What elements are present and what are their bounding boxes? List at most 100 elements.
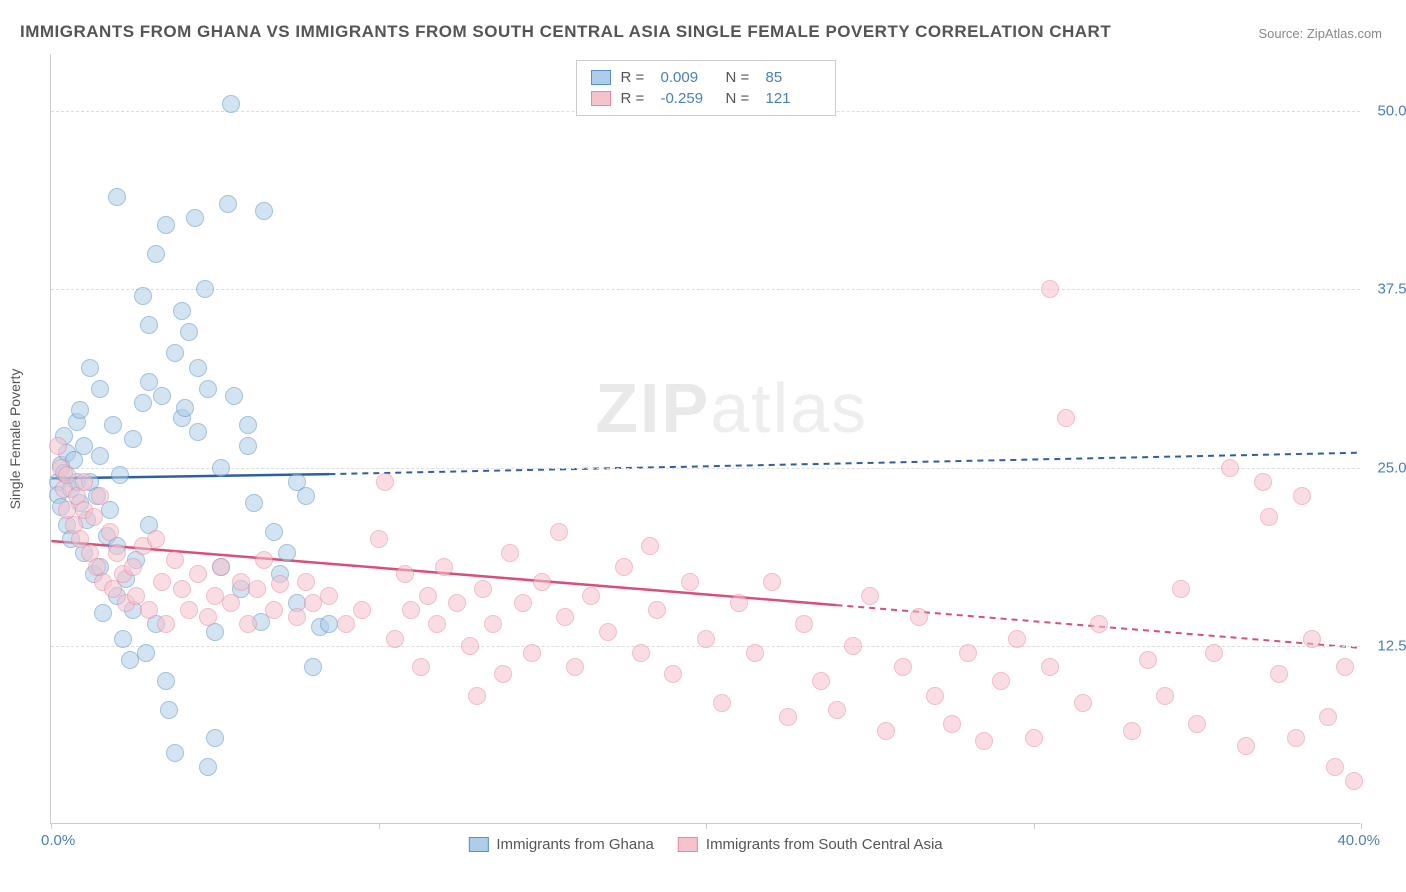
data-point (75, 437, 93, 455)
data-point (523, 644, 541, 662)
data-point (206, 587, 224, 605)
data-point (484, 615, 502, 633)
data-point (255, 551, 273, 569)
data-point (533, 573, 551, 591)
y-tick-label: 12.5% (1370, 637, 1406, 654)
x-tick (706, 823, 707, 829)
data-point (49, 437, 67, 455)
y-tick-label: 50.0% (1370, 103, 1406, 120)
data-point (550, 523, 568, 541)
series-name: Immigrants from Ghana (496, 836, 654, 853)
data-point (239, 615, 257, 633)
data-point (959, 644, 977, 662)
data-point (271, 575, 289, 593)
data-point (746, 644, 764, 662)
n-value: 85 (766, 69, 821, 86)
data-point (212, 558, 230, 576)
data-point (1287, 729, 1305, 747)
data-point (1326, 758, 1344, 776)
data-point (812, 672, 830, 690)
data-point (582, 587, 600, 605)
data-point (1270, 665, 1288, 683)
legend-item: Immigrants from South Central Asia (678, 836, 943, 853)
r-value: -0.259 (661, 90, 716, 107)
data-point (402, 601, 420, 619)
legend-swatch (468, 837, 488, 852)
y-axis-label: Single Female Poverty (7, 368, 23, 509)
data-point (926, 687, 944, 705)
data-point (239, 416, 257, 434)
data-point (121, 651, 139, 669)
data-point (91, 380, 109, 398)
data-point (1205, 644, 1223, 662)
data-point (180, 323, 198, 341)
data-point (75, 473, 93, 491)
n-value: 121 (766, 90, 821, 107)
data-point (124, 430, 142, 448)
data-point (127, 587, 145, 605)
data-point (713, 694, 731, 712)
grid-line (51, 468, 1360, 469)
data-point (189, 359, 207, 377)
data-point (353, 601, 371, 619)
data-point (81, 359, 99, 377)
data-point (147, 245, 165, 263)
data-point (992, 672, 1010, 690)
data-point (795, 615, 813, 633)
data-point (297, 487, 315, 505)
chart-title: IMMIGRANTS FROM GHANA VS IMMIGRANTS FROM… (20, 22, 1111, 42)
data-point (114, 630, 132, 648)
data-point (222, 594, 240, 612)
data-point (140, 316, 158, 334)
data-point (124, 558, 142, 576)
data-point (173, 302, 191, 320)
data-point (134, 394, 152, 412)
data-point (104, 416, 122, 434)
x-axis-max-label: 40.0% (1337, 832, 1380, 849)
data-point (1025, 729, 1043, 747)
data-point (71, 401, 89, 419)
data-point (1319, 708, 1337, 726)
data-point (681, 573, 699, 591)
data-point (160, 701, 178, 719)
data-point (448, 594, 466, 612)
data-point (1139, 651, 1157, 669)
data-point (153, 387, 171, 405)
x-axis-min-label: 0.0% (41, 832, 75, 849)
data-point (153, 573, 171, 591)
data-point (288, 608, 306, 626)
data-point (232, 573, 250, 591)
data-point (861, 587, 879, 605)
data-point (648, 601, 666, 619)
data-point (157, 615, 175, 633)
data-point (58, 466, 76, 484)
data-point (166, 551, 184, 569)
data-point (85, 508, 103, 526)
grid-line (51, 289, 1360, 290)
data-point (225, 387, 243, 405)
data-point (641, 537, 659, 555)
y-tick-label: 37.5% (1370, 281, 1406, 298)
data-point (186, 209, 204, 227)
data-point (1345, 772, 1363, 790)
series-legend: Immigrants from Ghana Immigrants from Sou… (468, 836, 942, 853)
data-point (1336, 658, 1354, 676)
data-point (199, 380, 217, 398)
data-point (166, 344, 184, 362)
data-point (297, 573, 315, 591)
source-label: Source: ZipAtlas.com (1258, 26, 1382, 41)
data-point (1057, 409, 1075, 427)
n-label: N = (726, 69, 756, 86)
data-point (468, 687, 486, 705)
y-tick-label: 25.0% (1370, 459, 1406, 476)
legend-row: R =-0.259N =121 (591, 88, 821, 109)
data-point (222, 95, 240, 113)
x-tick (379, 823, 380, 829)
data-point (1123, 722, 1141, 740)
trend-line-dashed (329, 453, 1359, 474)
data-point (1303, 630, 1321, 648)
data-point (474, 580, 492, 598)
data-point (1188, 715, 1206, 733)
data-point (248, 580, 266, 598)
x-tick (1361, 823, 1362, 829)
